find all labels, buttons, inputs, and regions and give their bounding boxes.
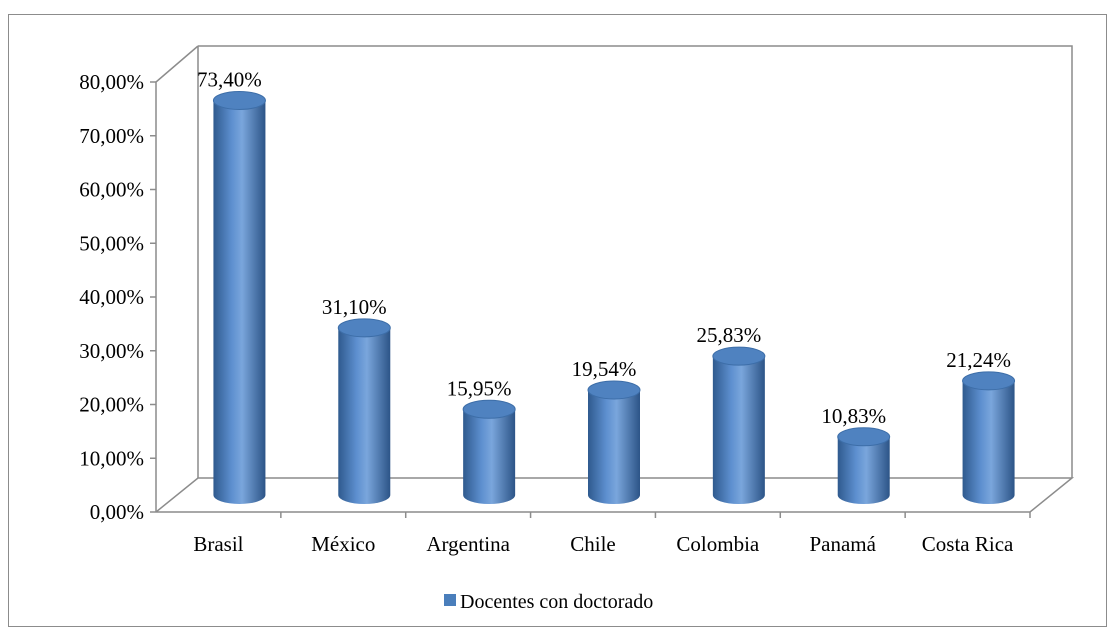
- bar-body: [837, 436, 890, 504]
- bar: [712, 346, 766, 504]
- bar-body: [338, 327, 391, 504]
- y-tick-label: 20,00%: [79, 393, 144, 417]
- legend-swatch: [444, 594, 456, 606]
- data-label: 31,10%: [322, 295, 387, 319]
- data-label: 10,83%: [821, 404, 886, 428]
- x-tick-label: México: [311, 532, 375, 556]
- legend-label: Docentes con doctorado: [460, 591, 653, 613]
- x-tick-label: Argentina: [426, 532, 510, 556]
- data-label: 25,83%: [696, 323, 761, 347]
- bar-top: [462, 399, 516, 419]
- data-labels: 73,40% 31,10% 15,95% 19,54% 25,83% 10,83% 21,2…: [197, 67, 1011, 427]
- bar-top: [712, 346, 766, 366]
- data-label: 73,40%: [197, 67, 262, 91]
- bar: [837, 427, 891, 504]
- bar-top: [212, 90, 266, 110]
- data-label: 21,24%: [946, 348, 1011, 372]
- x-tick-label: Chile: [570, 532, 616, 556]
- x-tick-label: Panamá: [809, 532, 876, 556]
- bar-top: [587, 380, 641, 400]
- data-label: 19,54%: [572, 357, 637, 381]
- bar: [337, 318, 391, 504]
- y-tick-label: 40,00%: [79, 285, 144, 309]
- legend: Docentes con doctorado: [444, 591, 653, 613]
- y-tick-label: 60,00%: [79, 178, 144, 202]
- bars: [212, 90, 1016, 504]
- y-tick-label: 80,00%: [79, 70, 144, 94]
- bar-body: [588, 389, 640, 504]
- data-label: 15,95%: [447, 376, 512, 400]
- bar: [962, 371, 1016, 504]
- left-wall-edge: [155, 45, 199, 512]
- y-tick-label: 50,00%: [79, 231, 144, 255]
- bar-body: [712, 356, 765, 504]
- bar: [587, 380, 641, 504]
- bar: [462, 399, 516, 504]
- x-axis: Brasil México Argentina Chile Colombia Panamá…: [193, 512, 1031, 556]
- x-tick-label: Brasil: [193, 532, 243, 556]
- y-tick-label: 70,00%: [79, 124, 144, 148]
- x-tick-label: Costa Rica: [922, 532, 1014, 556]
- x-tick-label: Colombia: [676, 532, 760, 556]
- bar-body: [962, 380, 1015, 504]
- y-axis: 0,00% 10,00% 20,00% 30,00% 40,00% 50,00% 60,00…: [79, 70, 156, 524]
- bar-body: [213, 100, 266, 504]
- back-wall-edge: [198, 45, 1073, 478]
- bar-top: [337, 318, 391, 338]
- bar: [212, 90, 266, 504]
- bar-top: [962, 371, 1016, 391]
- y-tick-label: 10,00%: [79, 446, 144, 470]
- bar-top: [837, 427, 891, 447]
- y-tick-label: 0,00%: [90, 500, 144, 524]
- chart-border: [8, 14, 1107, 627]
- floor: [155, 477, 1075, 513]
- y-tick-label: 30,00%: [79, 339, 144, 363]
- bar-body: [463, 409, 516, 504]
